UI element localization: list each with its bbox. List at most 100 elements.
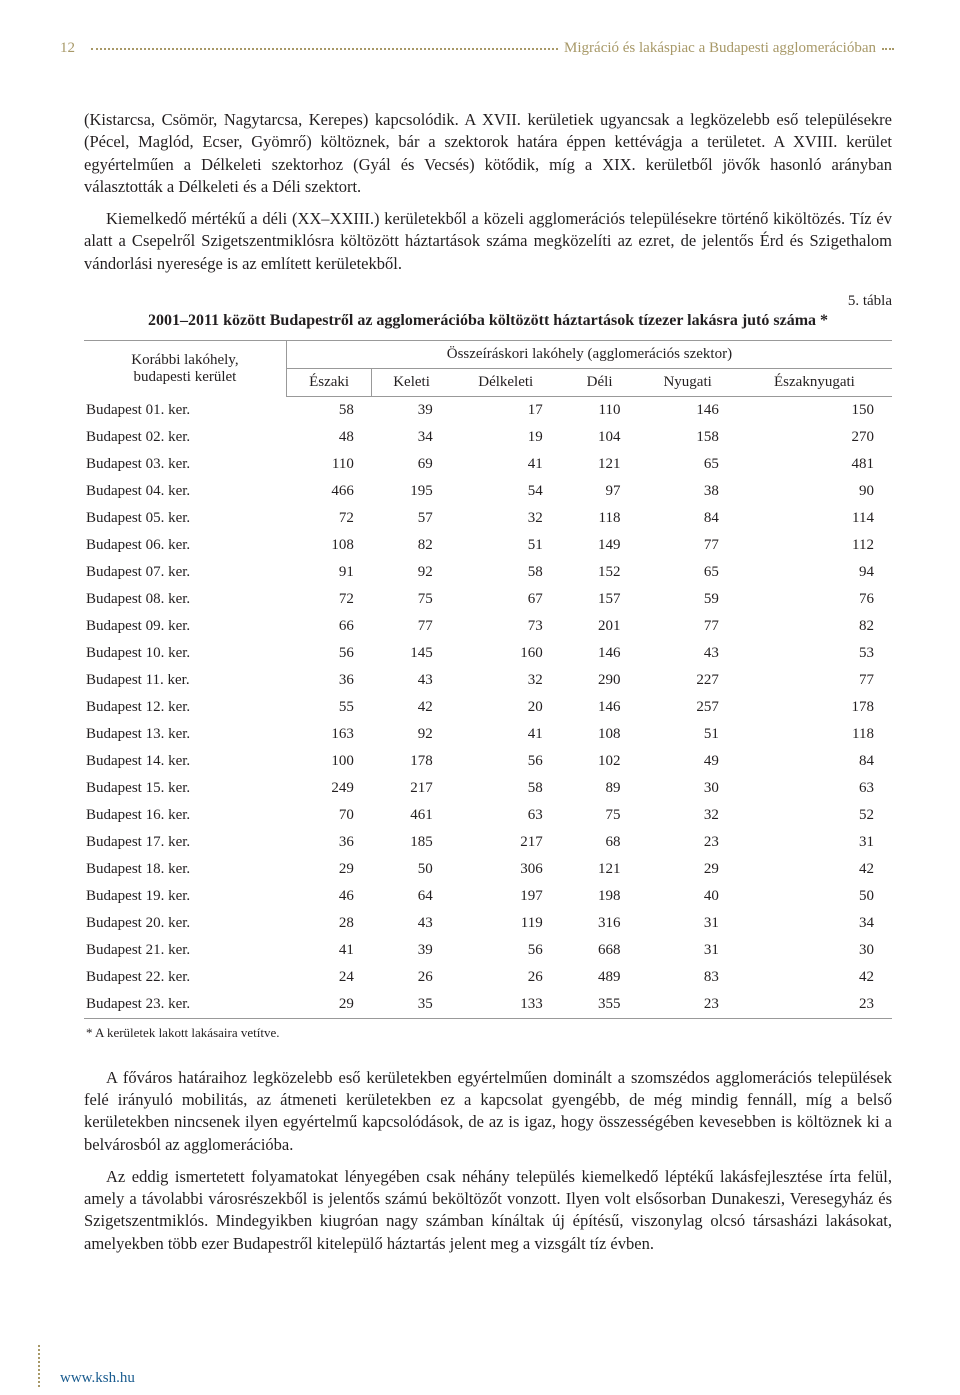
cell: 67 [451,586,561,613]
cell: 149 [561,532,639,559]
paragraph-1: (Kistarcsa, Csömör, Nagytarcsa, Kerepes)… [84,109,892,198]
table-row: Budapest 04. ker.46619554973890 [84,478,892,505]
cell: 100 [286,748,372,775]
row-label: Budapest 15. ker. [84,775,286,802]
cell: 43 [638,640,736,667]
row-label: Budapest 07. ker. [84,559,286,586]
cell: 69 [372,451,451,478]
cell: 104 [561,424,639,451]
cell: 92 [372,559,451,586]
cell: 50 [737,883,892,910]
cell: 90 [737,478,892,505]
table-row: Budapest 21. ker.4139566683130 [84,937,892,964]
footer-link[interactable]: www.ksh.hu [60,1370,135,1387]
cell: 68 [561,829,639,856]
table-row: Budapest 17. ker.36185217682331 [84,829,892,856]
cell: 89 [561,775,639,802]
cell: 77 [638,613,736,640]
header-dots-right [882,48,894,50]
cell: 73 [451,613,561,640]
table-number: 5. tábla [84,293,892,310]
cell: 121 [561,856,639,883]
cell: 489 [561,964,639,991]
row-label: Budapest 01. ker. [84,396,286,424]
cell: 49 [638,748,736,775]
cell: 29 [286,856,372,883]
cell: 58 [451,775,561,802]
cell: 55 [286,694,372,721]
cell: 36 [286,829,372,856]
cell: 355 [561,991,639,1019]
cell: 41 [286,937,372,964]
cell: 17 [451,396,561,424]
cell: 146 [561,694,639,721]
cell: 91 [286,559,372,586]
cell: 39 [372,396,451,424]
row-label: Budapest 10. ker. [84,640,286,667]
cell: 58 [451,559,561,586]
footer-dots [38,1345,40,1387]
cell: 110 [561,396,639,424]
cell: 77 [737,667,892,694]
table-row: Budapest 19. ker.46641971984050 [84,883,892,910]
page-footer: www.ksh.hu [0,1355,960,1395]
cell: 160 [451,640,561,667]
cell: 92 [372,721,451,748]
row-label: Budapest 05. ker. [84,505,286,532]
cell: 178 [737,694,892,721]
cell: 36 [286,667,372,694]
cell: 54 [451,478,561,505]
table-row: Budapest 03. ker.110694112165481 [84,451,892,478]
row-label: Budapest 11. ker. [84,667,286,694]
cell: 198 [561,883,639,910]
row-label: Budapest 21. ker. [84,937,286,964]
cell: 56 [451,937,561,964]
table-row: Budapest 06. ker.108825114977112 [84,532,892,559]
cell: 76 [737,586,892,613]
cell: 39 [372,937,451,964]
cell: 43 [372,910,451,937]
table-col-1: Keleti [372,368,451,396]
cell: 65 [638,451,736,478]
table-row: Budapest 02. ker.483419104158270 [84,424,892,451]
cell: 56 [286,640,372,667]
cell: 163 [286,721,372,748]
cell: 51 [451,532,561,559]
table-colgroup-label: Összeíráskori lakóhely (agglomerációs sz… [286,340,892,368]
table-col-0: Északi [286,368,372,396]
row-label: Budapest 04. ker. [84,478,286,505]
cell: 146 [638,396,736,424]
table-row: Budapest 08. ker.7275671575976 [84,586,892,613]
cell: 102 [561,748,639,775]
cell: 110 [286,451,372,478]
cell: 75 [561,802,639,829]
row-label: Budapest 13. ker. [84,721,286,748]
row-label: Budapest 09. ker. [84,613,286,640]
cell: 249 [286,775,372,802]
table-row: Budapest 14. ker.100178561024984 [84,748,892,775]
cell: 32 [638,802,736,829]
cell: 145 [372,640,451,667]
table-col-3: Déli [561,368,639,396]
cell: 50 [372,856,451,883]
cell: 57 [372,505,451,532]
cell: 150 [737,396,892,424]
cell: 77 [372,613,451,640]
cell: 20 [451,694,561,721]
cell: 118 [737,721,892,748]
cell: 481 [737,451,892,478]
table-row: Budapest 09. ker.6677732017782 [84,613,892,640]
cell: 108 [286,532,372,559]
cell: 42 [737,964,892,991]
cell: 118 [561,505,639,532]
header-dots [91,48,558,50]
cell: 32 [451,505,561,532]
row-label: Budapest 20. ker. [84,910,286,937]
cell: 31 [638,937,736,964]
table-row: Budapest 01. ker.583917110146150 [84,396,892,424]
cell: 114 [737,505,892,532]
cell: 195 [372,478,451,505]
data-table: Korábbi lakóhely, budapesti kerület Össz… [84,340,892,1019]
table-title: 2001–2011 között Budapestről az agglomer… [84,312,892,330]
table-row: Budapest 12. ker.554220146257178 [84,694,892,721]
